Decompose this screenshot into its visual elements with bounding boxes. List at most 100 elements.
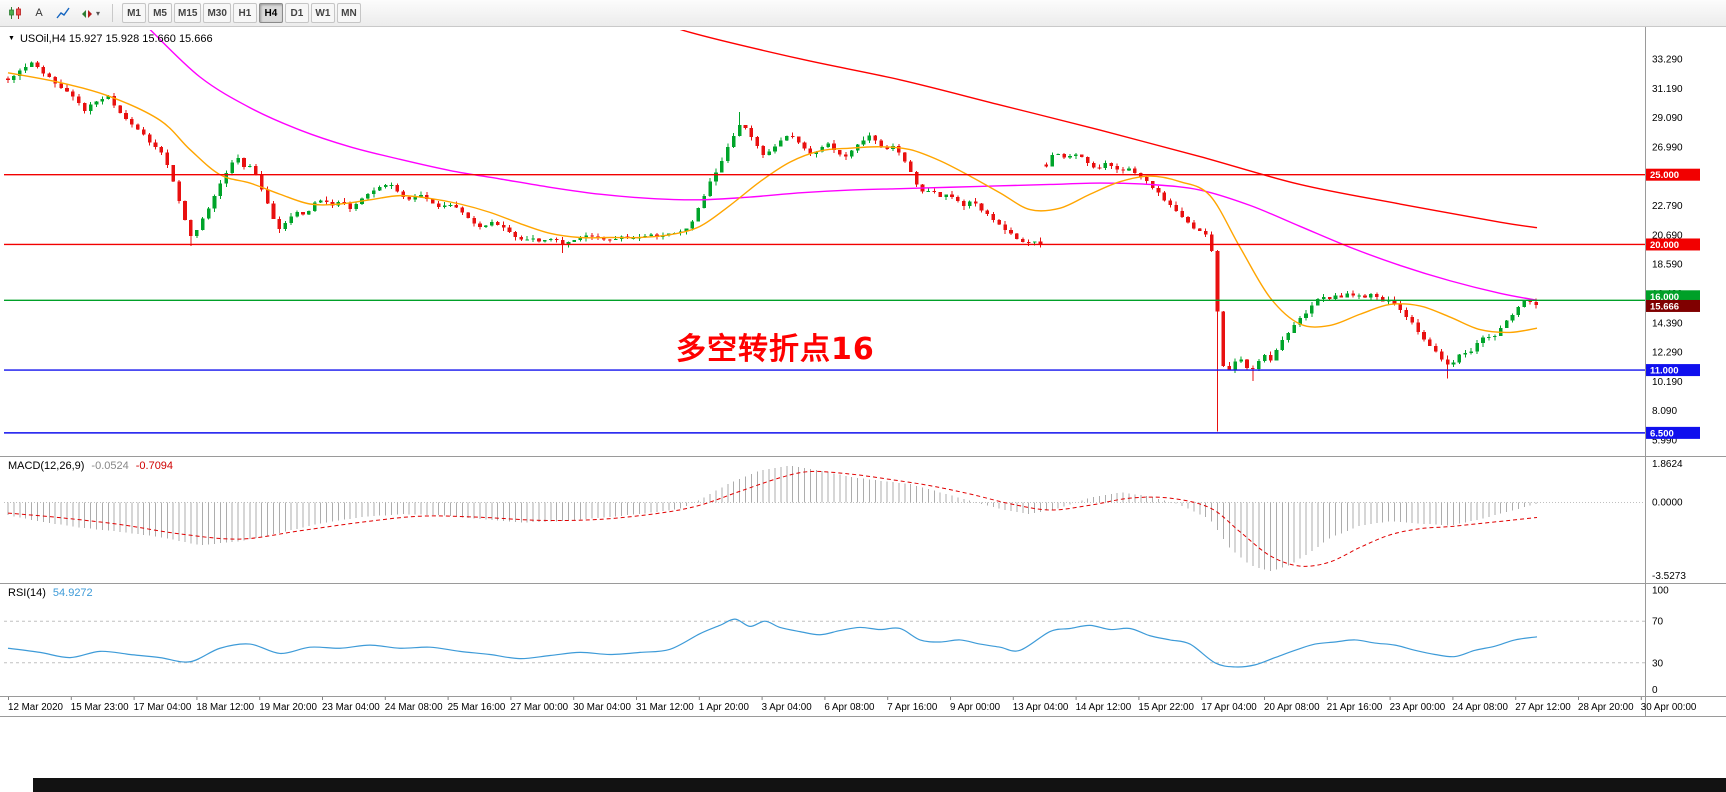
svg-text:30: 30 — [1652, 658, 1664, 669]
timeframe-button-m15[interactable]: M15 — [174, 3, 202, 24]
rsi-name: RSI(14) — [8, 587, 46, 599]
rsi-indicator-label: RSI(14) 54.9272 — [8, 587, 93, 599]
svg-text:21 Apr 16:00: 21 Apr 16:00 — [1327, 702, 1383, 713]
arrows-tool-button[interactable]: ▾ — [76, 3, 104, 23]
svg-text:3 Apr 04:00: 3 Apr 04:00 — [762, 702, 813, 713]
svg-text:7 Apr 16:00: 7 Apr 16:00 — [887, 702, 938, 713]
svg-text:1 Apr 20:00: 1 Apr 20:00 — [699, 702, 750, 713]
chart-title: ▼ USOil,H4 15.927 15.928 15.660 15.666 — [8, 33, 213, 45]
price-tag — [1646, 290, 1700, 303]
svg-text:14.390: 14.390 — [1652, 318, 1683, 329]
svg-text:10.190: 10.190 — [1652, 377, 1683, 388]
chart-type-icon-button[interactable] — [4, 3, 26, 23]
price-tag — [1646, 299, 1700, 312]
svg-text:30 Apr 00:00: 30 Apr 00:00 — [1641, 702, 1697, 713]
price-tag — [1646, 426, 1700, 439]
trendline-icon — [56, 7, 70, 19]
svg-text:20.690: 20.690 — [1652, 230, 1683, 241]
svg-text:15.666: 15.666 — [1650, 301, 1679, 312]
svg-text:31.190: 31.190 — [1652, 84, 1683, 95]
toolbar: A ▾ M1 M5 M15 M30 H1 H4 D1 W1 MN — [0, 0, 1726, 27]
svg-text:27 Mar 00:00: 27 Mar 00:00 — [510, 702, 568, 713]
svg-text:8.090: 8.090 — [1652, 406, 1677, 417]
svg-text:16.000: 16.000 — [1650, 292, 1679, 303]
macd-signal-line — [7, 470, 1538, 567]
svg-text:1.8624: 1.8624 — [1652, 459, 1683, 470]
price-tag — [1646, 168, 1700, 181]
ma-fast-orange-line — [7, 72, 1538, 334]
svg-text:17 Mar 04:00: 17 Mar 04:00 — [134, 702, 192, 713]
candles-layer — [6, 61, 1538, 432]
svg-text:15 Mar 23:00: 15 Mar 23:00 — [71, 702, 129, 713]
svg-text:70: 70 — [1652, 617, 1664, 628]
svg-text:20 Apr 08:00: 20 Apr 08:00 — [1264, 702, 1320, 713]
svg-text:23 Mar 04:00: 23 Mar 04:00 — [322, 702, 380, 713]
svg-text:100: 100 — [1652, 586, 1669, 597]
ma-slow-red-line — [679, 30, 1538, 229]
indicator-axis-labels: 1.8624 0.0000 -3.5273 100 70 30 0 — [1652, 459, 1686, 696]
svg-text:25.000: 25.000 — [1650, 170, 1679, 181]
svg-text:11.000: 11.000 — [1650, 366, 1679, 377]
taskbar-strip — [33, 778, 1726, 792]
svg-text:26.990: 26.990 — [1652, 142, 1683, 153]
svg-text:24 Apr 08:00: 24 Apr 08:00 — [1452, 702, 1508, 713]
chart-annotation-text[interactable]: 多空转折点16 — [676, 332, 875, 367]
timeframe-button-m1[interactable]: M1 — [122, 3, 147, 24]
svg-text:25 Mar 16:00: 25 Mar 16:00 — [448, 702, 506, 713]
timeframe-button-h4[interactable]: H4 — [258, 3, 283, 24]
chevron-down-icon: ▾ — [96, 8, 101, 18]
svg-text:30 Mar 04:00: 30 Mar 04:00 — [573, 702, 631, 713]
svg-text:23 Apr 00:00: 23 Apr 00:00 — [1390, 702, 1446, 713]
rsi-value: 54.9272 — [52, 587, 93, 599]
svg-text:28 Apr 20:00: 28 Apr 20:00 — [1578, 702, 1634, 713]
price-tag — [1646, 238, 1700, 251]
symbol-ohlc-text: USOil,H4 15.927 15.928 15.660 15.666 — [19, 33, 213, 45]
svg-text:12 Mar 2020: 12 Mar 2020 — [8, 702, 64, 713]
svg-text:14 Apr 12:00: 14 Apr 12:00 — [1076, 702, 1132, 713]
svg-text:0.0000: 0.0000 — [1652, 498, 1683, 509]
text-tool-button[interactable]: A — [28, 3, 50, 23]
svg-text:18.590: 18.590 — [1652, 260, 1683, 271]
svg-text:31 Mar 12:00: 31 Mar 12:00 — [636, 702, 694, 713]
arrows-icon — [82, 10, 92, 18]
svg-text:27 Apr 12:00: 27 Apr 12:00 — [1515, 702, 1571, 713]
timeframe-button-d1[interactable]: D1 — [284, 3, 309, 24]
svg-text:17 Apr 04:00: 17 Apr 04:00 — [1201, 702, 1257, 713]
svg-text:0: 0 — [1652, 685, 1658, 696]
svg-text:20.000: 20.000 — [1650, 240, 1679, 251]
timeframe-button-m5[interactable]: M5 — [148, 3, 173, 24]
time-axis: 12 Mar 2020 15 Mar 23:00 17 Mar 04:00 18 Ma… — [8, 697, 1697, 713]
svg-text:24 Mar 08:00: 24 Mar 08:00 — [385, 702, 443, 713]
macd-layer — [4, 466, 1645, 572]
timeframe-bar: M1 M5 M15 M30 H1 H4 D1 W1 MN — [121, 3, 362, 24]
toolbar-separator — [112, 4, 114, 22]
svg-text:12.290: 12.290 — [1652, 348, 1683, 359]
timeframe-button-mn[interactable]: MN — [336, 3, 361, 24]
svg-text:6 Apr 08:00: 6 Apr 08:00 — [824, 702, 875, 713]
collapse-arrow-icon[interactable]: ▼ — [8, 35, 15, 42]
svg-text:9 Apr 00:00: 9 Apr 00:00 — [950, 702, 1001, 713]
macd-name: MACD(12,26,9) — [8, 460, 85, 472]
svg-text:5.990: 5.990 — [1652, 436, 1677, 447]
svg-text:29.090: 29.090 — [1652, 113, 1683, 124]
timeframe-button-w1[interactable]: W1 — [310, 3, 335, 24]
macd-main-value: -0.0524 — [91, 460, 129, 472]
svg-text:6.500: 6.500 — [1650, 428, 1674, 439]
svg-text:-3.5273: -3.5273 — [1652, 571, 1686, 582]
svg-text:19 Mar 20:00: 19 Mar 20:00 — [259, 702, 317, 713]
svg-text:22.790: 22.790 — [1652, 201, 1683, 212]
svg-text:33.290: 33.290 — [1652, 55, 1683, 66]
rsi-line — [7, 618, 1538, 668]
macd-indicator-label: MACD(12,26,9) -0.0524 -0.7094 — [8, 460, 173, 472]
moving-averages-layer — [7, 30, 1538, 334]
svg-text:18 Mar 12:00: 18 Mar 12:00 — [196, 702, 254, 713]
price-tag — [1646, 364, 1700, 377]
objects-tool-button[interactable] — [52, 3, 74, 23]
candlestick-icon — [9, 7, 21, 19]
timeframe-button-h1[interactable]: H1 — [232, 3, 257, 24]
ma-mid-magenta-line — [149, 30, 1538, 301]
svg-text:15 Apr 22:00: 15 Apr 22:00 — [1138, 702, 1194, 713]
timeframe-button-m30[interactable]: M30 — [203, 3, 231, 24]
